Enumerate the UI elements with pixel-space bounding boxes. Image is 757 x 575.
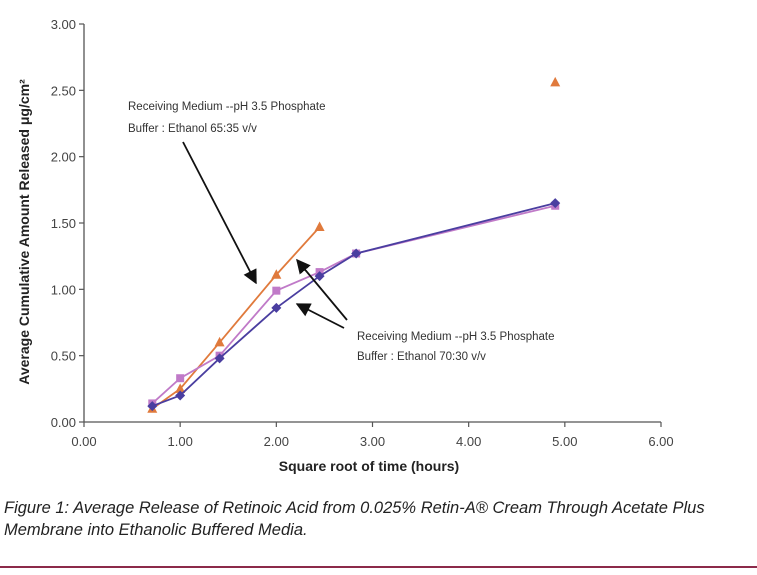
x-tick-label: 5.00 xyxy=(552,434,577,449)
x-tick-label: 1.00 xyxy=(168,434,193,449)
series-diamond-point-0 xyxy=(147,401,158,412)
annotation-70-30-line-1: Receiving Medium --pH 3.5 Phosphate xyxy=(357,331,555,343)
x-tick-label: 0.00 xyxy=(71,434,96,449)
annotation-65-35-line-2: Buffer : Ethanol 65:35 v/v xyxy=(128,123,257,135)
series-diamond-line xyxy=(151,202,556,407)
y-tick-label: 2.50 xyxy=(51,83,76,98)
y-tick-label: 1.50 xyxy=(51,216,76,231)
figure-caption: Figure 1: Average Release of Retinoic Ac… xyxy=(4,499,705,539)
series-square-point-3 xyxy=(272,286,281,295)
series-diamond-point-4 xyxy=(314,271,325,282)
x-axis-title: Square root of time (hours) xyxy=(279,458,459,474)
series-diamond-point-1 xyxy=(175,390,186,401)
series-diamond-point-5 xyxy=(351,248,362,259)
series-square xyxy=(148,201,560,408)
y-axis-title: Average Cumulative Amount Released μg/cm… xyxy=(16,79,32,385)
series-group xyxy=(147,76,561,413)
y-tick-label: 0.00 xyxy=(51,415,76,430)
ticks: 0.00 1.00 2.00 3.00 4.00 5.00 6.00 0.00 0.50 1.00… xyxy=(51,17,674,449)
x-tick-label: 6.00 xyxy=(648,434,673,449)
x-tick-label: 3.00 xyxy=(360,434,385,449)
series-triangle-point-3 xyxy=(271,269,282,279)
series-diamond-point-3 xyxy=(271,302,282,313)
y-tick-label: 1.00 xyxy=(51,282,76,297)
series-diamond-point-6 xyxy=(550,198,561,209)
arrow-70-30-lower xyxy=(295,303,345,329)
annotation-65-35-line-1: Receiving Medium --pH 3.5 Phosphate xyxy=(128,101,326,113)
y-tick-label: 2.00 xyxy=(51,150,76,165)
annotation-65-35: Receiving Medium --pH 3.5 Phosphate Buff… xyxy=(128,101,329,135)
x-tick-label: 4.00 xyxy=(456,434,481,449)
x-tick-label: 2.00 xyxy=(264,434,289,449)
series-diamond xyxy=(147,198,561,412)
bottom-divider xyxy=(0,566,757,568)
series-square-line xyxy=(151,204,556,405)
chart: 0.00 1.00 2.00 3.00 4.00 5.00 6.00 0.00 0.50 1.00… xyxy=(16,17,674,474)
annotation-70-30: Receiving Medium --pH 3.5 Phosphate Buff… xyxy=(357,331,558,363)
y-tick-label: 3.00 xyxy=(51,17,76,32)
arrow-65-35 xyxy=(182,141,257,285)
annotation-70-30-line-2: Buffer : Ethanol 70:30 v/v xyxy=(357,351,486,363)
y-tick-label: 0.50 xyxy=(51,349,76,364)
series-diamond-point-2 xyxy=(214,353,225,364)
arrow-70-30-upper xyxy=(296,258,348,321)
series-square-point-1 xyxy=(176,374,185,383)
series-triangle xyxy=(147,76,561,413)
series-triangle-point-4 xyxy=(314,221,325,231)
annotations: Receiving Medium --pH 3.5 Phosphate Buff… xyxy=(128,101,558,363)
series-triangle-point-1 xyxy=(175,383,186,393)
series-triangle-point-extra-0 xyxy=(550,76,561,87)
series-triangle-point-2 xyxy=(214,336,225,347)
